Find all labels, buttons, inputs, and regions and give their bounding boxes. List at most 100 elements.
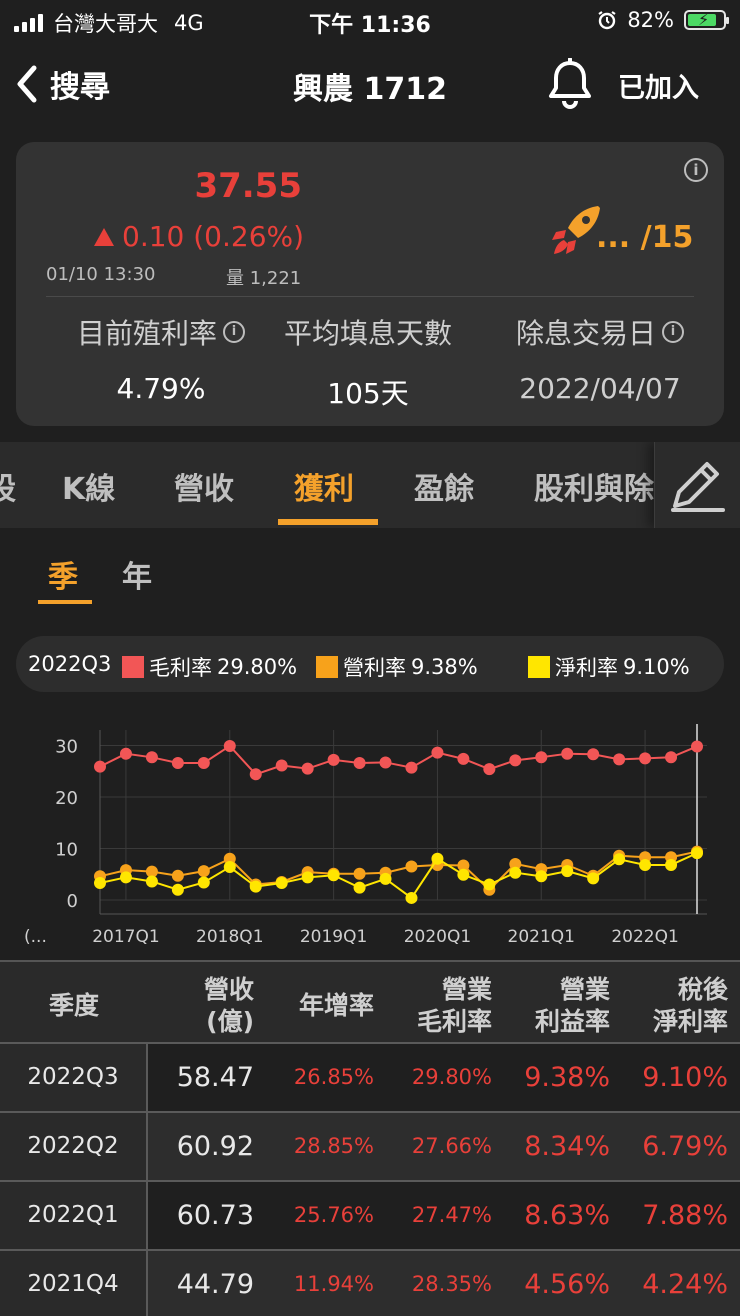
back-button[interactable]: 搜尋 xyxy=(14,62,110,106)
trade-volume: 量 1,221 xyxy=(226,268,302,289)
x-tick-label: 2020Q1 xyxy=(404,927,471,947)
data-point xyxy=(353,756,366,769)
period-year[interactable]: 年 xyxy=(122,560,152,595)
series-line xyxy=(99,852,698,900)
x-tick-label: 2021Q1 xyxy=(508,927,575,947)
data-point xyxy=(535,870,548,883)
data-point xyxy=(145,865,158,878)
data-point xyxy=(665,751,678,764)
cell-net-margin: 6.79% xyxy=(642,1131,728,1162)
tab-dividend[interactable]: 股利與除 xyxy=(534,472,654,507)
cell-operating-margin: 4.56% xyxy=(524,1269,610,1300)
data-point xyxy=(197,865,210,878)
info-icon[interactable]: i xyxy=(662,321,684,343)
edit-tabs-button[interactable] xyxy=(654,442,740,528)
fill-days-value: 105天 xyxy=(327,377,409,410)
ex-dividend-value: 2022/04/07 xyxy=(519,372,681,405)
data-point xyxy=(145,875,158,888)
nav-bar: 搜尋 興農 1712 已加入 xyxy=(0,46,740,122)
data-point xyxy=(613,753,626,766)
data-point xyxy=(613,853,626,866)
data-point xyxy=(665,858,678,871)
legend-period: 2022Q3 xyxy=(28,652,111,676)
tab-eps[interactable]: 盈餘 xyxy=(414,472,474,507)
cell-quarter: 2022Q3 xyxy=(0,1044,148,1111)
data-point xyxy=(457,752,470,765)
data-point xyxy=(457,868,470,881)
data-point xyxy=(431,746,444,759)
data-point xyxy=(275,759,288,772)
quote-datetime: 01/10 13:30 xyxy=(46,264,156,285)
data-point xyxy=(145,751,158,764)
y-tick-label: 20 xyxy=(55,788,78,809)
profit-table: 季度 營收 (億) 年增率 營業 毛利率 營業 利益率 稅後 淨利率 2022Q… xyxy=(0,960,740,1316)
table-row[interactable]: 2022Q3 58.47 26.85% 29.80% 9.38% 9.10% xyxy=(0,1042,740,1111)
data-point xyxy=(457,859,470,872)
cell-yoy: 11.94% xyxy=(293,1272,374,1296)
ex-dividend-label: 除息交易日 xyxy=(515,317,656,350)
data-point xyxy=(509,857,522,870)
data-point xyxy=(405,860,418,873)
data-point xyxy=(171,756,184,769)
data-point xyxy=(483,878,496,891)
data-point xyxy=(249,768,262,781)
cell-net-margin: 4.24% xyxy=(642,1269,728,1300)
rocket-icon xyxy=(552,206,600,254)
data-point xyxy=(171,869,184,882)
info-icon[interactable]: i xyxy=(684,158,708,182)
data-point xyxy=(249,880,262,893)
margin-line-chart[interactable]: 0 10 20 30 (... 2017Q1 2018Q1 2019Q1 2020Q1 2021Q… xyxy=(0,710,740,960)
tab-profit[interactable]: 獲利 xyxy=(294,472,354,507)
table-header: 季度 營收 (億) 年增率 營業 毛利率 營業 利益率 稅後 淨利率 xyxy=(0,960,740,1042)
period-quarter[interactable]: 季 xyxy=(48,560,78,595)
legend-label: 淨利率 xyxy=(555,656,618,680)
data-point xyxy=(223,852,236,865)
yield-stat: 目前殖利率 i 4.79% xyxy=(46,312,276,405)
data-point xyxy=(301,871,314,884)
data-point xyxy=(197,876,210,889)
data-point xyxy=(509,754,522,767)
legend-period-text: 2022Q3 xyxy=(28,652,112,676)
cell-quarter: 2021Q4 xyxy=(0,1251,148,1316)
data-point xyxy=(94,877,106,889)
tab-revenue[interactable]: 營收 xyxy=(174,472,234,507)
legend-value: 9.10% xyxy=(623,655,690,679)
legend-swatch xyxy=(122,656,144,678)
chart-legend: 2022Q3 毛利率 29.80% 營利率 9.38% 淨利率 9.10% xyxy=(16,636,724,692)
data-point xyxy=(431,852,444,865)
x-tick-label: 2018Q1 xyxy=(196,927,263,947)
period-indicator xyxy=(38,600,92,604)
data-point xyxy=(535,751,548,764)
alarm-icon xyxy=(598,11,616,30)
table-row[interactable]: 2021Q4 44.79 11.94% 28.35% 4.56% 4.24% xyxy=(0,1249,740,1316)
x-tick-label: 2019Q1 xyxy=(300,927,367,947)
legend-swatch xyxy=(528,656,550,678)
yield-label: 目前殖利率 xyxy=(76,317,217,350)
tab-kline[interactable]: K線 xyxy=(62,472,116,507)
data-point xyxy=(275,877,288,889)
table-row[interactable]: 2022Q1 60.73 25.76% 27.47% 8.63% 7.88% xyxy=(0,1180,740,1249)
cell-gross-margin: 27.47% xyxy=(411,1203,492,1227)
data-point xyxy=(509,866,522,879)
series-line xyxy=(99,850,698,892)
cell-quarter: 2022Q1 xyxy=(0,1182,148,1249)
watchlist-added-button[interactable]: 已加入 xyxy=(618,73,699,104)
data-point xyxy=(353,867,366,880)
rank-indicator: ... /15 xyxy=(596,220,694,255)
data-point xyxy=(327,869,340,882)
cell-revenue: 60.92 xyxy=(176,1131,254,1162)
data-point xyxy=(119,871,132,884)
tab-stock[interactable]: 股 xyxy=(0,472,16,507)
fill-days-stat: 平均填息天數 105天 xyxy=(268,312,468,412)
cell-operating-margin: 9.38% xyxy=(524,1062,610,1093)
carrier-name: 台灣大哥大 xyxy=(53,12,158,36)
bell-icon[interactable] xyxy=(546,58,594,110)
page-title: 興農 1712 xyxy=(293,72,447,107)
header-operating-margin: 營業 利益率 xyxy=(534,975,610,1036)
header-revenue: 營收 (億) xyxy=(203,975,254,1036)
x-tick-label: 2022Q1 xyxy=(611,927,678,947)
data-point xyxy=(405,761,418,774)
cell-gross-margin: 27.66% xyxy=(411,1134,492,1158)
info-icon[interactable]: i xyxy=(223,321,245,343)
table-row[interactable]: 2022Q2 60.92 28.85% 27.66% 8.34% 6.79% xyxy=(0,1111,740,1180)
